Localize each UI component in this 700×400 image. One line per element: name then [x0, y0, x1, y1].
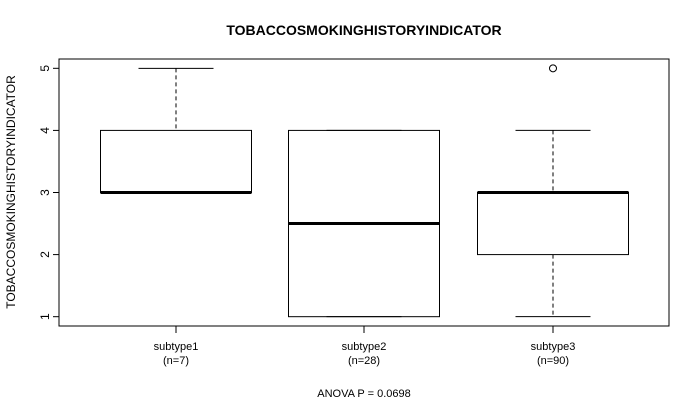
- y-tick-label: 3: [38, 189, 52, 196]
- box-subtype3: [477, 64, 629, 318]
- x-axis: subtype1 (n=7) subtype2 (n=28) subtype3 (n=90…: [154, 325, 576, 367]
- x-tick-label: subtype2: [342, 341, 387, 353]
- y-axis: 1 2 3 4 5: [38, 65, 60, 320]
- y-axis-label: TOBACCOSMOKINGHISTORYINDICATOR: [4, 75, 18, 309]
- y-tick-label: 2: [38, 251, 52, 258]
- anova-footnote: ANOVA P = 0.0698: [317, 388, 410, 400]
- outlier-point: [549, 64, 557, 73]
- boxes: [100, 64, 629, 318]
- iqr-box: [100, 129, 252, 194]
- x-tick-n-label: (n=7): [163, 355, 189, 367]
- iqr-box: [477, 192, 629, 256]
- box-subtype2: [288, 129, 440, 318]
- x-tick-label: subtype1: [154, 341, 199, 353]
- y-tick-label: 5: [38, 65, 52, 72]
- x-tick-n-label: (n=90): [537, 355, 569, 367]
- y-tick-label: 4: [38, 127, 52, 134]
- x-tick-label: subtype3: [531, 341, 576, 353]
- y-tick-label: 1: [38, 313, 52, 320]
- box-subtype1: [100, 67, 252, 194]
- x-tick-n-label: (n=28): [348, 355, 380, 367]
- chart-title: TOBACCOSMOKINGHISTORYINDICATOR: [226, 22, 501, 38]
